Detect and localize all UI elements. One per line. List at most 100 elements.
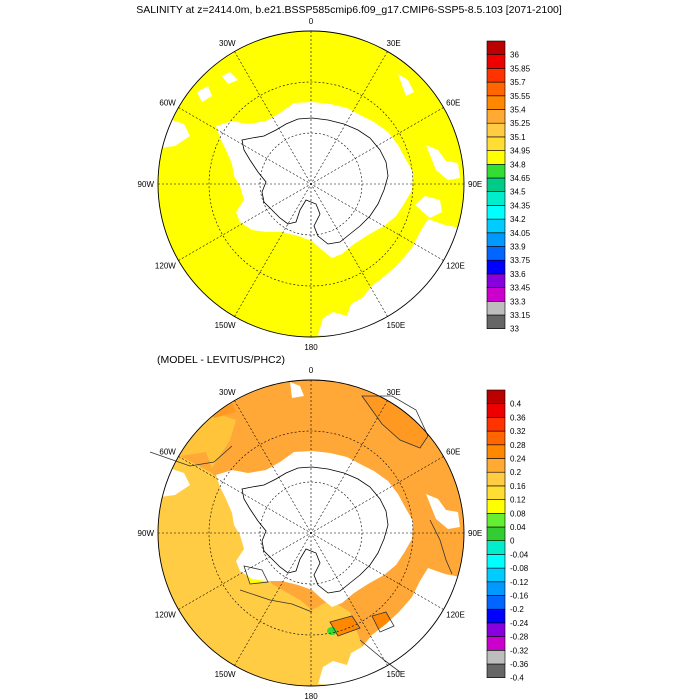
- contour-lines: [149, 395, 453, 673]
- colorbar-tick-label: 0.24: [510, 455, 526, 464]
- colorbar-box: [486, 191, 506, 206]
- top-title: SALINITY at z=2414.0m, b.e21.BSSP585cmip…: [136, 4, 562, 16]
- no-data-region: [426, 494, 460, 529]
- colorbar-box: [486, 54, 506, 69]
- colorbar-tick-label: 0.4: [510, 400, 522, 409]
- colorbar-box: [486, 300, 506, 316]
- colorbar-tick-label: -0.08: [510, 564, 529, 573]
- colorbar-box: [486, 273, 506, 288]
- colorbar-tick-label: 0.28: [510, 441, 526, 450]
- longitude-label: 90W: [138, 529, 155, 538]
- colorbar-tick-label: 0: [510, 537, 515, 546]
- antarctica-shelf-region: [216, 102, 413, 258]
- field-green-spot: [327, 627, 337, 635]
- longitude-labels: 0 30E 60E 90E 120E 150E 180 150W 120W 90W 60W 30W: [138, 366, 483, 700]
- colorbar-tick-label: 0.08: [510, 509, 526, 518]
- colorbar-tick-label: 33.15: [510, 311, 531, 320]
- colorbar-box: [486, 622, 506, 637]
- colorbar-box: [486, 81, 506, 97]
- colorbar-box: [486, 389, 506, 404]
- colorbar-tick-label: 33.6: [510, 270, 526, 279]
- colorbar-tick-label: 35.4: [510, 106, 526, 115]
- colorbar-tick-label: -0.12: [510, 578, 529, 587]
- colorbar-box: [486, 458, 506, 473]
- longitude-label: 30E: [387, 39, 401, 48]
- longitude-label: 180: [304, 343, 318, 352]
- colorbar-box: [486, 430, 506, 446]
- colorbar-tick-label: 34.65: [510, 174, 531, 183]
- longitude-label: 0: [309, 366, 314, 375]
- longitude-label: 120E: [446, 262, 465, 271]
- colorbar-tick-label: 34.95: [510, 147, 531, 156]
- antarctica-coastline: [241, 117, 389, 245]
- colorbar-box: [486, 314, 506, 329]
- colorbar-box: [486, 526, 506, 541]
- colorbar-tick-label: 0.04: [510, 523, 526, 532]
- colorbar-box: [486, 444, 506, 459]
- colorbar-box: [486, 663, 506, 678]
- longitude-labels: 0 30E 60E 90E 120E 150E 180 150W 120W 90W 60W 30W: [138, 17, 483, 352]
- colorbar-box: [486, 485, 506, 500]
- difference-colorbar: -0.4 -0.36 -0.32 -0.28 -0.24 -0.2 -0.16 -0.12 -0…: [486, 389, 529, 683]
- longitude-label: 90E: [468, 180, 482, 189]
- colorbar-box: [486, 471, 506, 487]
- colorbar-tick-label: 35.7: [510, 78, 526, 87]
- colorbar-tick-label: 33.75: [510, 256, 531, 265]
- colorbar-box: [486, 150, 506, 165]
- colorbar-box: [486, 540, 506, 555]
- colorbar-tick-label: -0.16: [510, 592, 529, 601]
- field-0.12-0.16: [158, 440, 380, 686]
- colorbar-tick-label: 33.9: [510, 243, 526, 252]
- colorbar-tick-label: 0.12: [510, 496, 526, 505]
- antarctica-shelf-region: [216, 451, 413, 607]
- longitude-label: 150E: [387, 670, 406, 679]
- colorbar-box: [486, 95, 506, 110]
- colorbar-box: [486, 109, 506, 124]
- no-data-region: [222, 72, 238, 84]
- colorbar-tick-label: 35.1: [510, 133, 526, 142]
- salinity-map-panel: 0 30E 60E 90E 120E 150E 180 150W 120W 90W 60W 30W: [138, 17, 483, 352]
- colorbar-tick-label: 0.2: [510, 468, 522, 477]
- longitude-label: 120E: [446, 611, 465, 620]
- colorbar-tick-label: 35.55: [510, 92, 531, 101]
- longitude-label: 60W: [159, 448, 176, 457]
- longitude-label: 60E: [446, 448, 460, 457]
- colorbar-box: [486, 595, 506, 610]
- colorbar-tick-label: 34.8: [510, 160, 526, 169]
- colorbar-tick-label: -0.4: [510, 674, 524, 683]
- no-data-region: [290, 382, 304, 398]
- colorbar-tick-label: 0.36: [510, 413, 526, 422]
- colorbar-tick-label: -0.2: [510, 605, 524, 614]
- colorbar-box: [486, 554, 506, 569]
- colorbar-tick-label: 34.35: [510, 201, 531, 210]
- longitude-label: 30E: [387, 388, 401, 397]
- colorbar-tick-label: -0.24: [510, 619, 529, 628]
- colorbar-box: [486, 218, 506, 234]
- colorbar-box: [486, 68, 506, 83]
- colorbar-tick-label: 33.3: [510, 297, 526, 306]
- longitude-label: 120W: [155, 262, 176, 271]
- colorbar-box: [486, 417, 506, 432]
- salinity-colorbar: 33 33.15 33.3 33.45 33.6 33.75 33.9 34.05 34.2 34…: [486, 40, 531, 334]
- longitude-label: 90E: [468, 529, 482, 538]
- colorbar-tick-label: 0.32: [510, 427, 526, 436]
- colorbar-tick-label: 34.2: [510, 215, 526, 224]
- colorbar-box: [486, 259, 506, 275]
- no-data-region: [197, 86, 212, 102]
- field-darker-patch: [330, 616, 360, 636]
- colorbar-box: [486, 636, 506, 651]
- colorbar-tick-label: 35.85: [510, 64, 531, 73]
- colorbar-tick-label: 34.05: [510, 229, 531, 238]
- colorbar-tick-label: -0.04: [510, 550, 529, 559]
- longitude-label: 60W: [159, 99, 176, 108]
- colorbar-box: [486, 136, 506, 151]
- colorbar-box: [486, 608, 506, 624]
- longitude-label: 150W: [215, 321, 236, 330]
- bottom-title: (MODEL - LEVITUS/PHC2): [157, 354, 285, 366]
- longitude-label: 60E: [446, 99, 460, 108]
- longitude-label: 150W: [215, 670, 236, 679]
- colorbar-box: [486, 122, 506, 138]
- longitude-label: 90W: [138, 180, 155, 189]
- colorbar-box: [486, 232, 506, 247]
- graticule: [158, 31, 464, 337]
